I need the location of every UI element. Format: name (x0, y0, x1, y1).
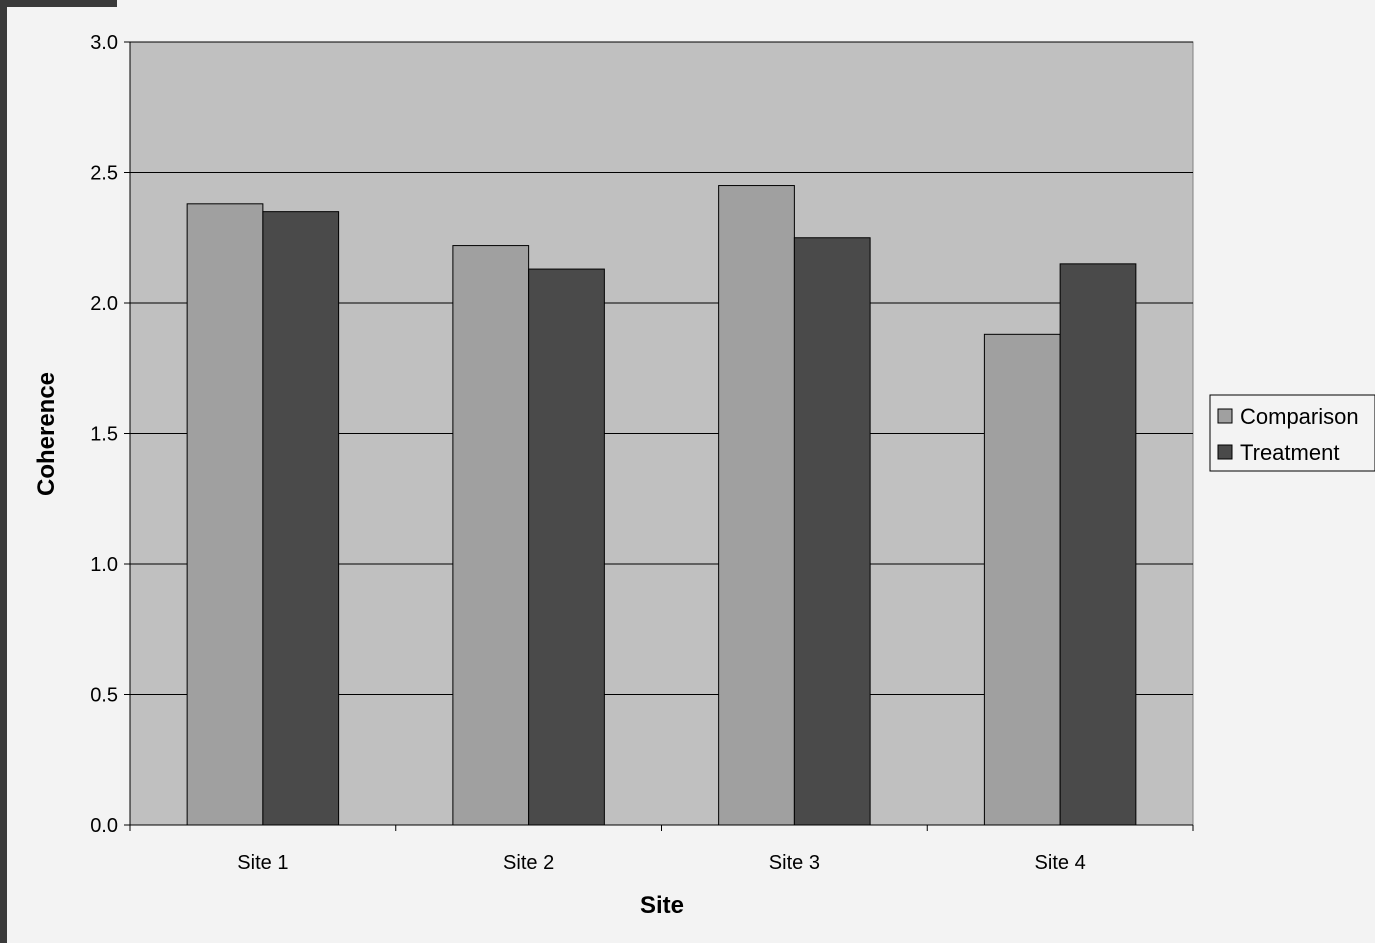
bar-treatment (262, 211, 340, 826)
y-axis-title: Coherence (33, 372, 60, 496)
y-tick-label: 1.5 (90, 424, 118, 446)
legend-box (1209, 394, 1375, 472)
y-tick-label: 1.0 (90, 554, 118, 576)
window-corner (0, 0, 117, 7)
x-tick-label: Site 2 (503, 852, 554, 874)
y-tick-label: 2.0 (90, 293, 118, 315)
bar-treatment (528, 268, 605, 826)
y-tick-label: 0.0 (90, 815, 118, 837)
bar-comparison (186, 203, 264, 826)
legend-label-treatment: Treatment (1240, 440, 1339, 465)
y-tick-label: 0.5 (90, 685, 118, 707)
x-axis-title: Site (640, 892, 684, 919)
legend-swatch-comparison (1217, 408, 1233, 424)
x-tick-label: Site 1 (237, 852, 288, 874)
x-tick-label: Site 4 (1035, 852, 1086, 874)
window-edge (0, 0, 7, 943)
x-tick-label: Site 3 (769, 852, 820, 874)
x-tick-labels: Site 1 Site 2 Site 3 Site 4 (237, 852, 1085, 874)
legend-label-comparison: Comparison (1240, 404, 1359, 429)
axes (124, 41, 1194, 831)
bar-comparison (718, 185, 795, 826)
bar-treatment (793, 237, 871, 826)
y-tick-label: 3.0 (90, 32, 118, 54)
y-tick-labels: 0.0 0.5 1.0 1.5 2.0 2.5 3.0 (90, 32, 118, 837)
bars (186, 185, 1137, 826)
bar-treatment (1059, 263, 1137, 826)
y-tick-label: 2.5 (90, 163, 118, 185)
legend: Comparison Treatment (1209, 394, 1375, 472)
bar-comparison (983, 333, 1061, 826)
legend-swatch-treatment (1217, 444, 1233, 460)
bar-comparison (452, 245, 530, 826)
